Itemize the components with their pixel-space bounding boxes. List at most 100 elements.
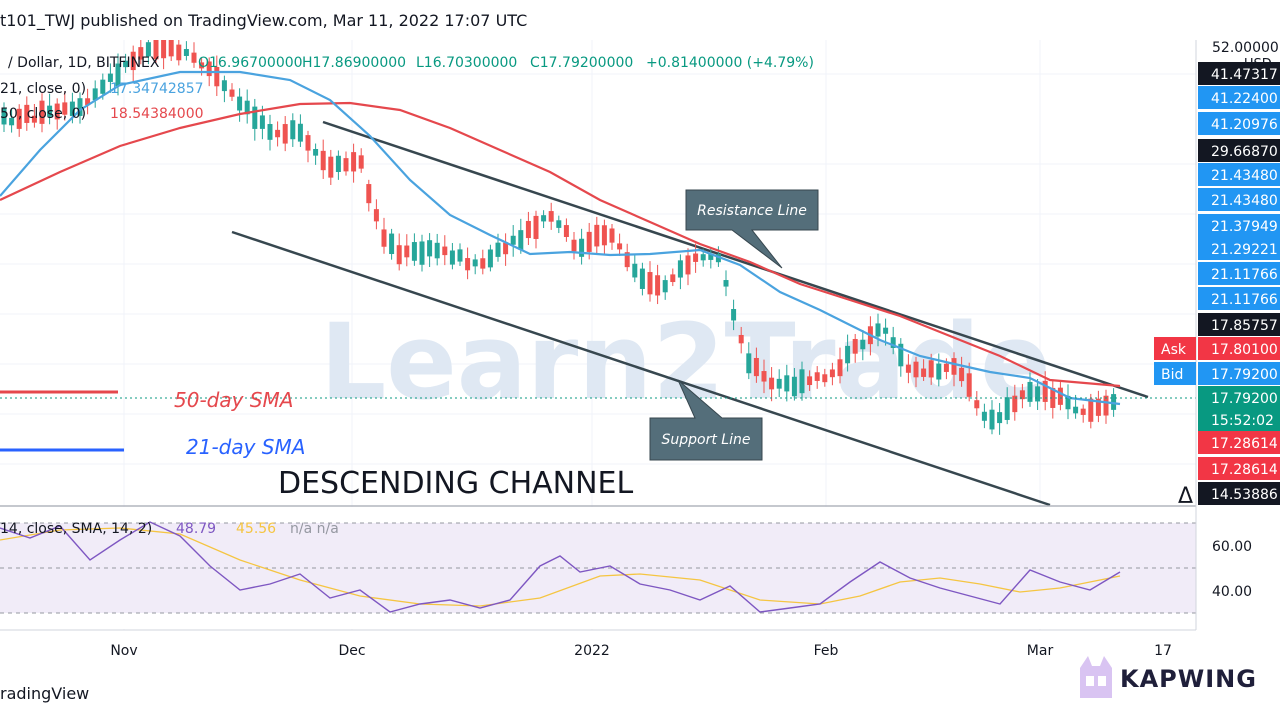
candle-body: [161, 39, 167, 59]
rsi-tick-60: 60.00: [1212, 539, 1252, 555]
price-tag-bg: [1154, 337, 1196, 360]
price-label: 41.20976: [1211, 117, 1278, 133]
price-labels: 41.47317 41.22400 41.20976 29.66870 21.43480…: [1154, 62, 1280, 505]
price-label-bg: [1198, 214, 1280, 237]
candle-body: [259, 115, 265, 129]
drawing-tool-icon[interactable]: Δ: [1178, 484, 1193, 509]
candle-body: [343, 158, 349, 172]
candle-body: [738, 334, 744, 344]
resistance-line[interactable]: [322, 120, 1149, 399]
candle-body: [761, 371, 767, 382]
candle-body: [267, 124, 273, 140]
candle-body: [974, 400, 980, 409]
price-label: 14.53886: [1211, 487, 1278, 503]
candle-body: [328, 156, 334, 178]
candle-body: [69, 101, 75, 117]
sma21-line: [0, 70, 1121, 406]
support-line[interactable]: [231, 230, 1051, 507]
candle-body: [275, 129, 281, 138]
candle-body: [153, 39, 159, 60]
rsi-tick-40: 40.00: [1212, 584, 1252, 600]
candle-body: [465, 258, 471, 271]
candle-body: [427, 240, 433, 257]
candle-body: [305, 135, 311, 151]
candle-body: [123, 60, 129, 68]
price-label: 41.22400: [1211, 91, 1278, 107]
candle-body: [1073, 406, 1079, 414]
candle-body: [655, 275, 661, 296]
candle-body: [221, 80, 227, 92]
candle-body: [1035, 386, 1041, 402]
sma50-line: [0, 101, 1121, 388]
rsi-value: 48.79: [176, 521, 216, 537]
candle-body: [381, 229, 387, 247]
price-label-bg: [1198, 163, 1280, 186]
legend-ma50: 50, close, 0): [0, 106, 86, 122]
price-label: 17.79200: [1211, 391, 1278, 407]
price-label-bg: [1198, 408, 1280, 431]
candle-body: [130, 51, 136, 71]
candle-body: [814, 372, 820, 381]
rsi-sma-value: 45.56: [236, 521, 276, 537]
candle-body: [92, 88, 98, 101]
support-callout[interactable]: Support Line: [649, 379, 763, 461]
resistance-callout[interactable]: Resistance Line: [685, 189, 819, 269]
candle-body: [807, 376, 813, 386]
candle-body: [206, 61, 212, 77]
legend-low: L16.70300000: [416, 55, 517, 71]
candle-body: [639, 268, 645, 289]
candle-body: [670, 274, 676, 283]
candle-body: [784, 375, 790, 392]
candle-body: [389, 233, 395, 255]
candle-body: [176, 44, 182, 61]
price-label-bg: [1198, 313, 1280, 336]
price-label-bg: [1198, 262, 1280, 285]
legend-high: H17.86900000: [302, 55, 406, 71]
candle-body: [411, 242, 417, 261]
candle-body: [563, 225, 569, 237]
candle-body: [366, 184, 372, 204]
price-label-bg: [1198, 457, 1280, 480]
candle-body: [503, 242, 509, 255]
candle-body: [229, 89, 235, 97]
candle-body: [959, 367, 965, 382]
candle-body: [883, 327, 889, 334]
candle-body: [1111, 394, 1117, 410]
candle-body: [753, 357, 759, 377]
candle-body: [845, 345, 851, 364]
candle-body: [913, 361, 919, 378]
price-label: 41.47317: [1211, 67, 1278, 83]
tradingview-footer: radingView: [0, 684, 90, 703]
candle-body: [252, 106, 258, 129]
candle-body: [951, 358, 957, 375]
price-label: 21.43480: [1211, 193, 1278, 209]
candle-body: [244, 100, 250, 115]
candle-body: [396, 245, 402, 265]
legend-open: O16.96700000: [198, 55, 303, 71]
time-axis[interactable]: Nov Dec 2022 Feb Mar 17: [110, 643, 1172, 659]
candle-body: [708, 253, 714, 260]
candle-body: [290, 120, 296, 140]
candle-body: [1050, 387, 1056, 408]
candles: [1, 30, 1117, 435]
grid: [0, 40, 1196, 630]
price-label-bg: [1198, 188, 1280, 211]
legend-ma21-value: 17.34742857: [110, 81, 204, 97]
candle-body: [434, 242, 440, 259]
candle-body: [335, 155, 341, 172]
time-label-mar: Mar: [1027, 643, 1054, 659]
candle-body: [822, 374, 828, 383]
price-label-bg: [1198, 362, 1280, 385]
candle-body: [214, 66, 220, 87]
candle-body: [943, 363, 949, 372]
price-label: 17.28614: [1211, 436, 1278, 452]
rsi-legend: 14, close, SMA, 14, 2): [0, 521, 152, 537]
candle-body: [594, 224, 600, 247]
time-label-feb: Feb: [814, 643, 839, 659]
candle-body: [685, 255, 691, 275]
price-label: 17.79200: [1211, 367, 1278, 383]
candle-body: [981, 411, 987, 421]
price-label-bg: [1198, 62, 1280, 85]
candle-body: [829, 369, 835, 378]
